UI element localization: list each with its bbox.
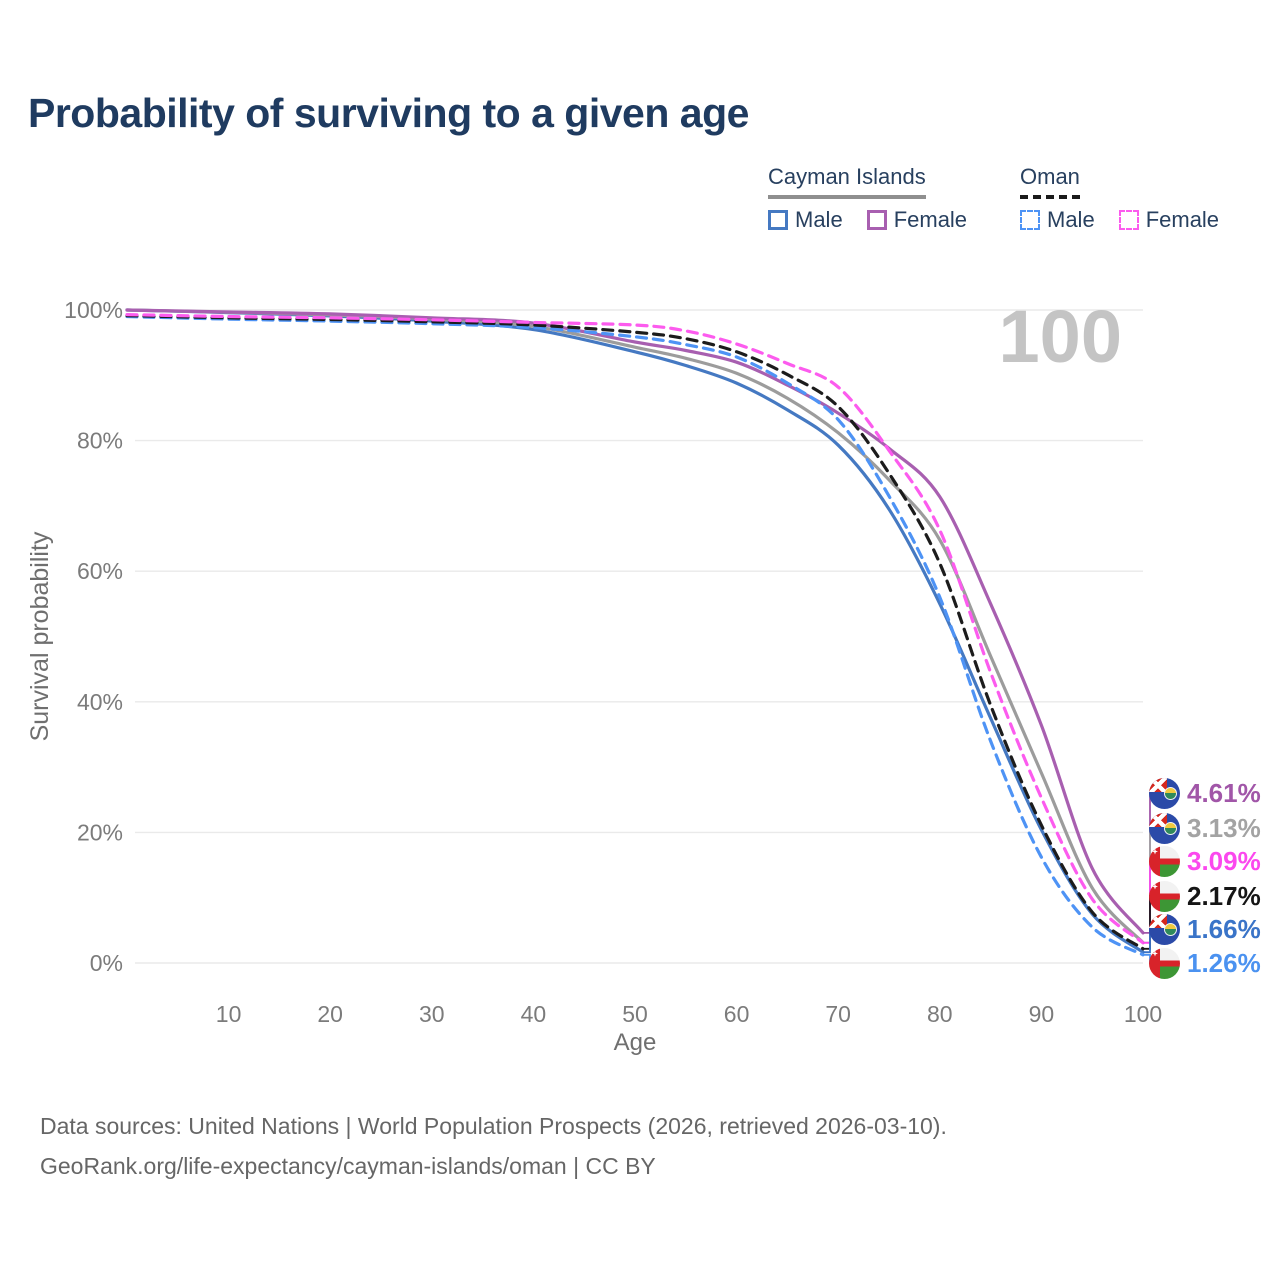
series-line-oman-total [125,314,1145,951]
y-tick-label: 20% [77,819,123,845]
x-axis-title: Age [614,1029,657,1056]
end-value-cayman-male: 1.66% [1187,913,1261,944]
legend-country-cayman-islands[interactable]: Cayman Islands [768,164,926,199]
series-line-oman-male [125,314,1145,957]
legend-group-oman: Oman Male Female [1020,164,1219,233]
legend-group-cayman-islands: Cayman Islands Male Female [768,164,967,233]
y-tick-label: 40% [77,689,123,715]
page-title: Probability of surviving to a given age [28,90,749,136]
data-source-footer: Data sources: United Nations | World Pop… [40,1106,947,1186]
end-label-cayman-female: 4.61% [1149,776,1261,810]
legend-item-cayman-male[interactable]: Male [768,207,843,233]
end-value-oman-total: 2.17% [1187,880,1261,911]
series-line-cayman-islands-male [125,308,1145,954]
end-label-oman-male: 1.26% [1149,946,1261,980]
legend-item-oman-male[interactable]: Male [1020,207,1095,233]
footer-attribution-line: GeoRank.org/life-expectancy/cayman-islan… [40,1153,656,1179]
y-tick-label: 0% [90,950,123,976]
x-tick-label: 70 [825,1001,851,1027]
end-value-oman-male: 1.26% [1187,947,1261,978]
legend-label-oman-female: Female [1145,207,1220,232]
x-tick-label: 50 [622,1001,648,1027]
x-tick-label: 30 [419,1001,445,1027]
legend-label-cayman-male: Male [795,207,843,232]
legend-label-cayman-female: Female [893,207,968,232]
cayman-islands-flag-icon [1149,812,1180,844]
legend-item-cayman-female[interactable]: Female [866,207,968,233]
cayman-male-swatch-icon [768,210,788,230]
x-tick-label: 80 [927,1001,953,1027]
end-label-oman-total: 2.17% [1149,879,1261,913]
legend-item-oman-female[interactable]: Female [1118,207,1220,233]
oman-flag-icon [1149,880,1180,912]
oman-flag-icon [1149,947,1180,979]
end-value-oman-female: 3.09% [1187,845,1261,876]
oman-male-swatch-icon [1020,210,1040,230]
end-label-cayman-total: 3.13% [1149,811,1261,845]
oman-flag-icon [1149,845,1180,877]
x-tick-label: 20 [317,1001,343,1027]
y-tick-label: 80% [77,428,123,454]
end-value-cayman-female: 4.61% [1187,777,1261,808]
x-tick-label: 40 [521,1001,547,1027]
cayman-islands-flag-icon [1149,913,1180,945]
y-tick-label: 100% [64,297,123,323]
series-line-oman-female [125,313,1145,945]
x-tick-label: 90 [1029,1001,1055,1027]
legend-country-oman[interactable]: Oman [1020,164,1080,199]
end-value-cayman-total: 3.13% [1187,812,1261,843]
end-label-oman-female: 3.09% [1149,844,1261,878]
cayman-islands-flag-icon [1149,777,1180,809]
x-tick-label: 60 [724,1001,750,1027]
series-line-cayman-islands-female [125,308,1145,935]
x-tick-label: 10 [216,1001,242,1027]
y-tick-label: 60% [77,558,123,584]
series-line-cayman-islands-total [125,308,1145,945]
oman-female-swatch-icon [1118,210,1139,230]
cayman-female-swatch-icon [866,210,887,230]
x-tick-label: 100 [1124,1001,1162,1027]
legend-label-oman-male: Male [1047,207,1095,232]
age-counter-watermark: 100 [999,295,1122,378]
end-label-cayman-male: 1.66% [1149,912,1261,946]
y-axis-title: Survival probability [26,531,54,741]
footer-sources-line: Data sources: United Nations | World Pop… [40,1113,947,1139]
